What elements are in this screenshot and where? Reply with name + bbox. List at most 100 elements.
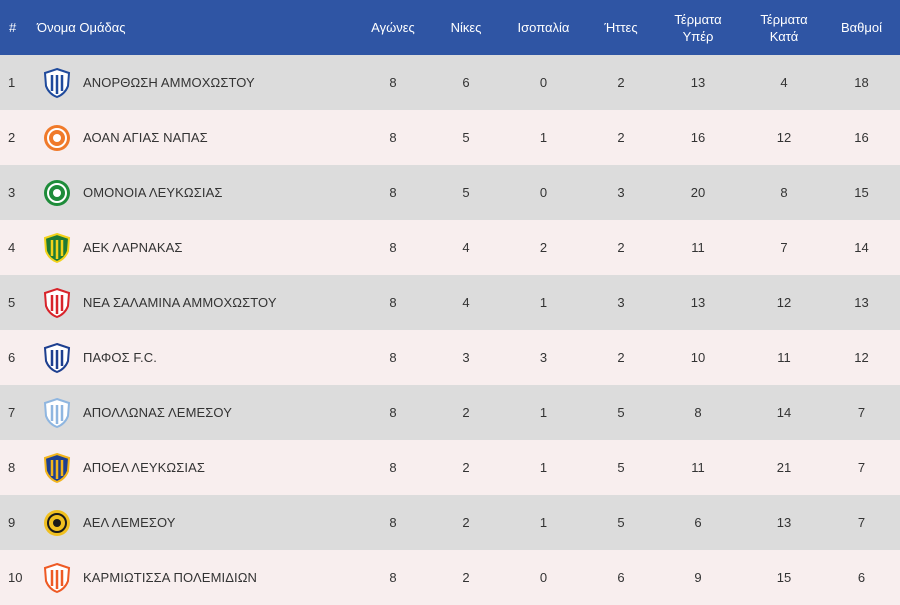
goals-for-cell: 6 [651, 495, 745, 550]
points-cell: 14 [823, 220, 900, 275]
wins-cell: 2 [436, 440, 496, 495]
pafos-crest-icon [43, 342, 71, 374]
table-row: 4 ΑΕΚ ΛΑΡΝΑΚΑΣ 8 4 2 2 11 7 14 [0, 220, 900, 275]
header-goals-for: Τέρματα Υπέρ [651, 0, 745, 55]
team-name[interactable]: ΑΕΚ ΛΑΡΝΑΚΑΣ [83, 240, 183, 255]
goals-for-cell: 9 [651, 550, 745, 605]
goals-against-cell: 12 [745, 110, 823, 165]
team-cell[interactable]: ΑΕΚ ΛΑΡΝΑΚΑΣ [35, 220, 350, 275]
played-cell: 8 [350, 275, 436, 330]
goals-for-cell: 10 [651, 330, 745, 385]
points-cell: 15 [823, 165, 900, 220]
aek-larnaca-crest-icon [43, 232, 71, 264]
wins-cell: 4 [436, 275, 496, 330]
position-cell: 1 [0, 55, 35, 110]
draws-cell: 1 [496, 440, 591, 495]
team-name[interactable]: ΟΜΟΝΟΙΑ ΛΕΥΚΩΣΙΑΣ [83, 185, 223, 200]
goals-against-cell: 14 [745, 385, 823, 440]
table-row: 1 ΑΝΟΡΘΩΣΗ ΑΜΜΟΧΩΣΤΟΥ 8 6 0 2 13 4 18 [0, 55, 900, 110]
position-cell: 4 [0, 220, 35, 275]
table-row: 2 ΑΟΑΝ ΑΓΙΑΣ ΝΑΠΑΣ 8 5 1 2 16 12 16 [0, 110, 900, 165]
played-cell: 8 [350, 110, 436, 165]
goals-against-cell: 12 [745, 275, 823, 330]
header-team-name: Όνομα Ομάδας [35, 0, 350, 55]
played-cell: 8 [350, 495, 436, 550]
team-name[interactable]: ΑΠΟΛΛΩΝΑΣ ΛΕΜΕΣΟΥ [83, 405, 232, 420]
team-name[interactable]: ΝΕΑ ΣΑΛΑΜΙΝΑ ΑΜΜΟΧΩΣΤΟΥ [83, 295, 277, 310]
team-cell[interactable]: ΠΑΦΟΣ F.C. [35, 330, 350, 385]
goals-for-cell: 16 [651, 110, 745, 165]
table-row: 10 ΚΑΡΜΙΩΤΙΣΣΑ ΠΟΛΕΜΙΔΙΩΝ 8 2 0 6 9 15 6 [0, 550, 900, 605]
played-cell: 8 [350, 220, 436, 275]
points-cell: 6 [823, 550, 900, 605]
position-cell: 6 [0, 330, 35, 385]
draws-cell: 0 [496, 165, 591, 220]
losses-cell: 2 [591, 55, 651, 110]
draws-cell: 2 [496, 220, 591, 275]
played-cell: 8 [350, 55, 436, 110]
header-wins: Νίκες [436, 0, 496, 55]
losses-cell: 2 [591, 220, 651, 275]
losses-cell: 6 [591, 550, 651, 605]
losses-cell: 5 [591, 495, 651, 550]
draws-cell: 1 [496, 495, 591, 550]
position-cell: 8 [0, 440, 35, 495]
goals-against-cell: 8 [745, 165, 823, 220]
team-name[interactable]: ΑΠΟΕΛ ΛΕΥΚΩΣΙΑΣ [83, 460, 205, 475]
header-goals-for-line2: Υπέρ [682, 28, 714, 44]
header-row: # Όνομα Ομάδας Αγώνες Νίκες Ισοπαλία Ήττ… [0, 0, 900, 55]
team-name[interactable]: ΑΕΛ ΛΕΜΕΣΟΥ [83, 515, 176, 530]
points-cell: 7 [823, 440, 900, 495]
team-cell[interactable]: ΑΕΛ ΛΕΜΕΣΟΥ [35, 495, 350, 550]
header-goals-for-line1: Τέρματα [674, 11, 722, 27]
table-row: 7 ΑΠΟΛΛΩΝΑΣ ΛΕΜΕΣΟΥ 8 2 1 5 8 14 7 [0, 385, 900, 440]
team-cell[interactable]: ΑΟΑΝ ΑΓΙΑΣ ΝΑΠΑΣ [35, 110, 350, 165]
table-row: 3 ΟΜΟΝΟΙΑ ΛΕΥΚΩΣΙΑΣ 8 5 0 3 20 8 15 [0, 165, 900, 220]
header-position: # [0, 0, 35, 55]
wins-cell: 3 [436, 330, 496, 385]
goals-for-cell: 13 [651, 275, 745, 330]
points-cell: 7 [823, 385, 900, 440]
header-draws: Ισοπαλία [496, 0, 591, 55]
header-goals-against-line2: Κατά [769, 28, 799, 44]
header-losses: Ήττες [591, 0, 651, 55]
position-cell: 10 [0, 550, 35, 605]
goals-for-cell: 11 [651, 220, 745, 275]
header-goals-against: Τέρματα Κατά [745, 0, 823, 55]
losses-cell: 2 [591, 330, 651, 385]
wins-cell: 6 [436, 55, 496, 110]
team-cell[interactable]: ΑΠΟΛΛΩΝΑΣ ΛΕΜΕΣΟΥ [35, 385, 350, 440]
position-cell: 7 [0, 385, 35, 440]
draws-cell: 3 [496, 330, 591, 385]
draws-cell: 1 [496, 275, 591, 330]
losses-cell: 5 [591, 385, 651, 440]
position-cell: 2 [0, 110, 35, 165]
points-cell: 12 [823, 330, 900, 385]
ayia-napa-crest-icon [43, 122, 71, 154]
points-cell: 13 [823, 275, 900, 330]
team-cell[interactable]: ΟΜΟΝΟΙΑ ΛΕΥΚΩΣΙΑΣ [35, 165, 350, 220]
played-cell: 8 [350, 440, 436, 495]
team-name[interactable]: ΑΝΟΡΘΩΣΗ ΑΜΜΟΧΩΣΤΟΥ [83, 75, 255, 90]
header-played: Αγώνες [350, 0, 436, 55]
played-cell: 8 [350, 550, 436, 605]
nea-salamina-crest-icon [43, 287, 71, 319]
standings-body: 1 ΑΝΟΡΘΩΣΗ ΑΜΜΟΧΩΣΤΟΥ 8 6 0 2 13 4 18 2 … [0, 55, 900, 605]
team-cell[interactable]: ΝΕΑ ΣΑΛΑΜΙΝΑ ΑΜΜΟΧΩΣΤΟΥ [35, 275, 350, 330]
played-cell: 8 [350, 385, 436, 440]
played-cell: 8 [350, 165, 436, 220]
table-row: 6 ΠΑΦΟΣ F.C. 8 3 3 2 10 11 12 [0, 330, 900, 385]
omonoia-crest-icon [43, 177, 71, 209]
wins-cell: 5 [436, 110, 496, 165]
team-name[interactable]: ΠΑΦΟΣ F.C. [83, 350, 157, 365]
wins-cell: 2 [436, 495, 496, 550]
team-name[interactable]: ΑΟΑΝ ΑΓΙΑΣ ΝΑΠΑΣ [83, 130, 208, 145]
team-cell[interactable]: ΑΠΟΕΛ ΛΕΥΚΩΣΙΑΣ [35, 440, 350, 495]
table-row: 5 ΝΕΑ ΣΑΛΑΜΙΝΑ ΑΜΜΟΧΩΣΤΟΥ 8 4 1 3 13 12 … [0, 275, 900, 330]
team-cell[interactable]: ΑΝΟΡΘΩΣΗ ΑΜΜΟΧΩΣΤΟΥ [35, 55, 350, 110]
goals-against-cell: 7 [745, 220, 823, 275]
team-name[interactable]: ΚΑΡΜΙΩΤΙΣΣΑ ΠΟΛΕΜΙΔΙΩΝ [83, 570, 258, 585]
table-row: 8 ΑΠΟΕΛ ΛΕΥΚΩΣΙΑΣ 8 2 1 5 11 21 7 [0, 440, 900, 495]
team-cell[interactable]: ΚΑΡΜΙΩΤΙΣΣΑ ΠΟΛΕΜΙΔΙΩΝ [35, 550, 350, 605]
